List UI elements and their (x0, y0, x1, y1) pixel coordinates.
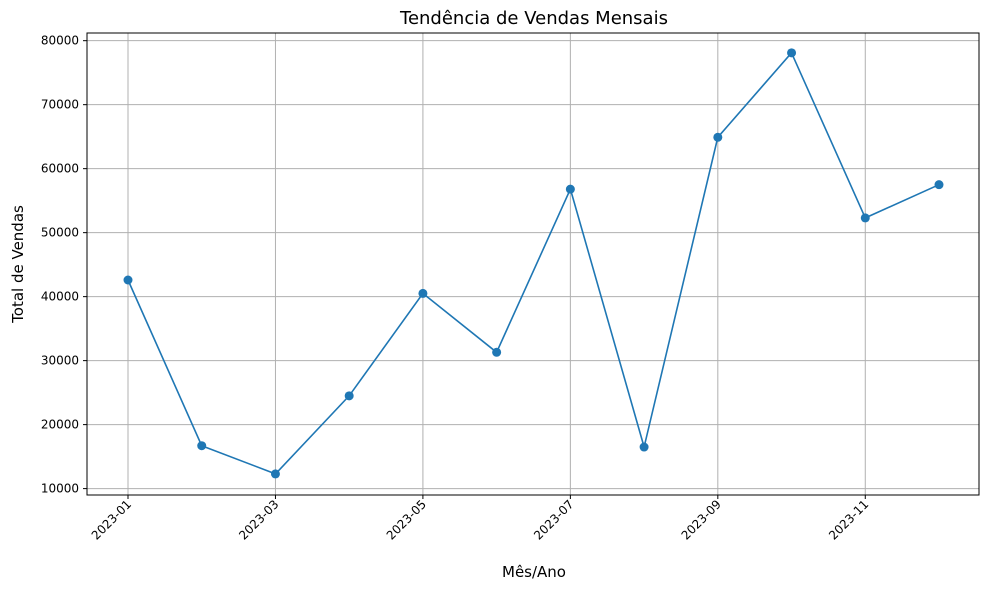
y-axis-title: Total de Vendas (9, 205, 27, 324)
series-line (127, 51, 940, 475)
data-point-2023-05 (418, 288, 428, 298)
x-tick-label: 2023-07 (531, 497, 576, 542)
x-tick-label: 2023-09 (679, 497, 724, 542)
data-point-2023-06 (492, 347, 502, 357)
x-axis-title: Mês/Ano (502, 563, 566, 581)
data-point-2023-11 (860, 213, 870, 223)
y-tick-label: 20000 (41, 418, 79, 432)
x-tick-label: 2023-01 (89, 497, 134, 542)
x-tick-label: 2023-03 (236, 497, 281, 542)
data-point-2023-08 (639, 442, 649, 452)
y-tick-label: 80000 (41, 34, 79, 48)
y-tick-label: 10000 (41, 482, 79, 496)
y-tick-label: 70000 (41, 98, 79, 112)
series-layer (123, 48, 944, 479)
data-point-2023-04 (344, 391, 354, 401)
data-point-2023-01 (123, 275, 133, 285)
y-tick-label: 60000 (41, 162, 79, 176)
data-point-2023-02 (197, 441, 207, 451)
y-tick-label: 50000 (41, 226, 79, 240)
data-point-2023-12 (934, 180, 944, 190)
y-tick-label: 30000 (41, 354, 79, 368)
data-point-2023-09 (713, 132, 723, 142)
x-tick-label: 2023-11 (826, 497, 871, 542)
grid (87, 33, 979, 495)
x-tick-label: 2023-05 (384, 497, 429, 542)
y-axis: 10000 20000 30000 40000 50000 60000 70000 80000 (41, 34, 87, 496)
y-tick-label: 40000 (41, 290, 79, 304)
data-point-2023-10 (787, 48, 797, 58)
plot-area (86, 32, 980, 496)
data-point-2023-07 (565, 184, 575, 194)
chart-title: Tendência de Vendas Mensais (399, 8, 668, 29)
x-axis: 2023-01 2023-03 2023-05 2023-07 2023-09 2023-… (89, 495, 871, 543)
data-point-2023-03 (270, 469, 280, 479)
